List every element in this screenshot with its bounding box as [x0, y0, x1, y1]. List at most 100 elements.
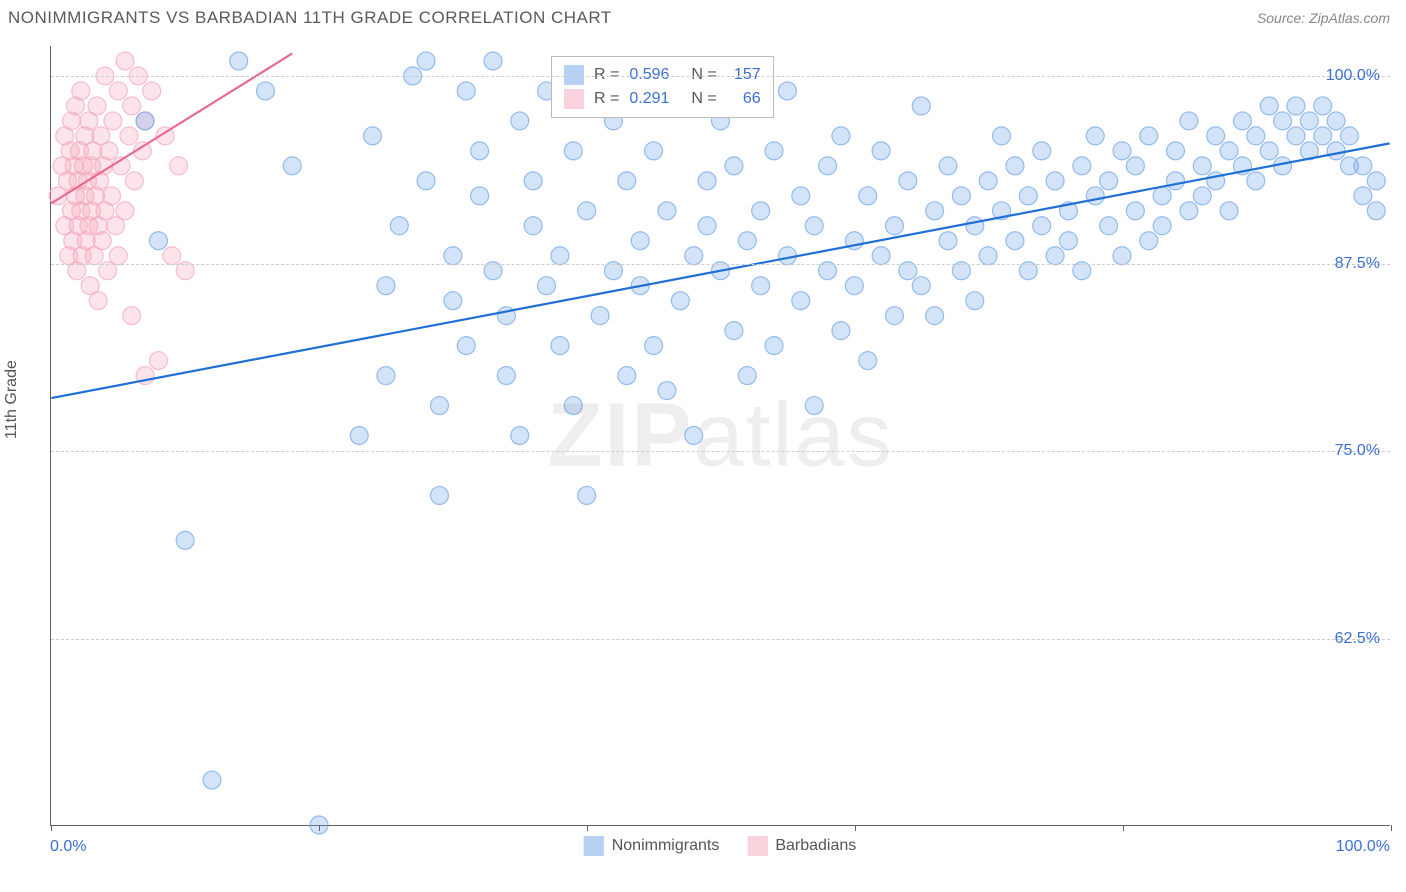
data-point [872, 142, 890, 160]
x-tick [319, 825, 320, 831]
data-point [872, 247, 890, 265]
legend-swatch [747, 836, 767, 856]
x-tick [855, 825, 856, 831]
data-point [551, 247, 569, 265]
data-point [364, 127, 382, 145]
data-point [1153, 187, 1171, 205]
data-point [685, 427, 703, 445]
data-point [1006, 157, 1024, 175]
data-point [859, 187, 877, 205]
data-point [778, 82, 796, 100]
data-point [618, 367, 636, 385]
x-axis-min-label: 0.0% [50, 838, 86, 856]
data-point [1033, 217, 1051, 235]
r-value: 0.291 [629, 90, 681, 108]
data-point [1180, 202, 1198, 220]
data-point [1314, 127, 1332, 145]
data-point [203, 771, 221, 789]
x-axis-labels: 0.0% NonimmigrantsBarbadians 100.0% [50, 832, 1390, 862]
n-label: N = [691, 66, 716, 84]
header-bar: NONIMMIGRANTS VS BARBADIAN 11TH GRADE CO… [0, 0, 1406, 36]
chart-plot-area: ZIPatlas R =0.596N =157R =0.291N =66 62.… [50, 46, 1390, 826]
data-point [1167, 142, 1185, 160]
data-point [511, 427, 529, 445]
data-point [885, 307, 903, 325]
data-point [430, 486, 448, 504]
data-point [859, 352, 877, 370]
grid-line [51, 76, 1390, 77]
data-point [1153, 217, 1171, 235]
data-point [1059, 232, 1077, 250]
y-tick-label: 87.5% [1335, 255, 1380, 273]
data-point [564, 142, 582, 160]
data-point [845, 277, 863, 295]
data-point [899, 172, 917, 190]
data-point [671, 292, 689, 310]
chart-title: NONIMMIGRANTS VS BARBADIAN 11TH GRADE CO… [8, 8, 612, 28]
correlation-stats-box: R =0.596N =157R =0.291N =66 [551, 56, 774, 118]
data-point [176, 531, 194, 549]
data-point [417, 172, 435, 190]
data-point [1300, 112, 1318, 130]
data-point [1327, 112, 1345, 130]
data-point [444, 247, 462, 265]
data-point [256, 82, 274, 100]
data-point [631, 232, 649, 250]
data-point [1086, 187, 1104, 205]
legend-item: Nonimmigrants [584, 836, 720, 856]
data-point [926, 307, 944, 325]
data-point [1287, 127, 1305, 145]
data-point [283, 157, 301, 175]
data-point [377, 367, 395, 385]
data-point [350, 427, 368, 445]
data-point [1086, 127, 1104, 145]
data-point [1354, 157, 1372, 175]
data-point [163, 247, 181, 265]
data-point [120, 127, 138, 145]
data-point [939, 157, 957, 175]
data-point [926, 202, 944, 220]
legend-label: Nonimmigrants [612, 837, 720, 855]
data-point [1126, 157, 1144, 175]
data-point [100, 142, 118, 160]
data-point [1113, 142, 1131, 160]
data-point [966, 292, 984, 310]
data-point [725, 322, 743, 340]
data-point [645, 337, 663, 355]
data-point [1233, 112, 1251, 130]
data-point [725, 157, 743, 175]
data-point [1113, 247, 1131, 265]
data-point [1260, 97, 1278, 115]
data-point [658, 202, 676, 220]
data-point [979, 172, 997, 190]
stats-swatch [564, 89, 584, 109]
data-point [377, 277, 395, 295]
data-point [1193, 187, 1211, 205]
data-point [93, 232, 111, 250]
data-point [832, 322, 850, 340]
data-point [116, 52, 134, 70]
data-point [72, 82, 90, 100]
data-point [471, 187, 489, 205]
data-point [1341, 127, 1359, 145]
r-value: 0.596 [629, 66, 681, 84]
data-point [116, 202, 134, 220]
y-tick-label: 62.5% [1335, 630, 1380, 648]
n-value: 157 [727, 66, 761, 84]
r-label: R = [594, 90, 619, 108]
data-point [1019, 187, 1037, 205]
grid-line [51, 451, 1390, 452]
data-point [89, 292, 107, 310]
data-point [578, 202, 596, 220]
data-point [1140, 232, 1158, 250]
data-point [471, 142, 489, 160]
data-point [645, 142, 663, 160]
r-label: R = [594, 66, 619, 84]
stats-swatch [564, 65, 584, 85]
data-point [685, 247, 703, 265]
data-point [1100, 172, 1118, 190]
data-point [109, 247, 127, 265]
data-point [457, 82, 475, 100]
data-point [149, 352, 167, 370]
grid-line [51, 264, 1390, 265]
